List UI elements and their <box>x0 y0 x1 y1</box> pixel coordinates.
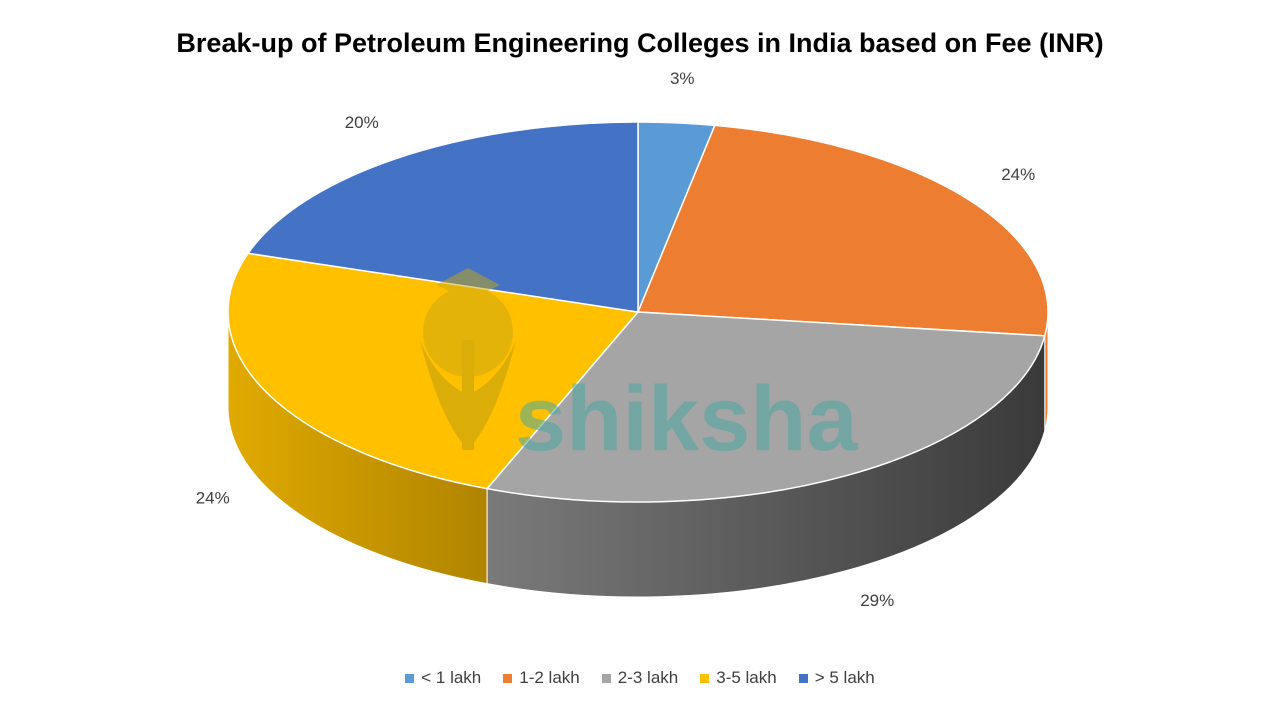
legend-item-3-5-lakh: 3-5 lakh <box>700 668 777 688</box>
watermark-text: shiksha <box>515 368 858 470</box>
legend-swatch <box>700 673 710 683</box>
data-label-3-5-lakh: 24% <box>196 489 230 508</box>
legend-item-1-2-lakh: 1-2 lakh <box>503 668 580 688</box>
legend-label: 1-2 lakh <box>519 668 580 687</box>
legend-swatch <box>798 673 808 683</box>
pie-slice-5-lakh <box>246 121 639 313</box>
legend-label: 3-5 lakh <box>716 668 777 687</box>
legend-label: < 1 lakh <box>421 668 482 687</box>
data-label-1-lakh: 3% <box>670 69 695 88</box>
watermark: shiksha <box>420 268 858 470</box>
graduation-cap-logo-icon <box>420 268 516 450</box>
chart-title: Break-up of Petroleum Engineering Colleg… <box>176 28 1104 58</box>
legend-label: 2-3 lakh <box>617 668 679 687</box>
legend-item-5-lakh: > 5 lakh <box>798 668 875 688</box>
pie-labels: 3% 24% 29% 24% 20% <box>196 69 1036 610</box>
legend-swatch <box>601 673 611 683</box>
pie-slice-2-3-lakh <box>485 311 1046 503</box>
legend-swatch <box>405 673 415 683</box>
legend-label: > 5 lakh <box>814 668 875 687</box>
data-label-2-3-lakh: 29% <box>860 591 894 610</box>
pie-slice-1-2-lakh <box>636 124 1049 337</box>
legend-item-2-3-lakh: 2-3 lakh <box>601 668 679 688</box>
legend: < 1 lakh 1-2 lakh 2-3 lakh 3-5 lakh > 5 lakh <box>0 668 1280 688</box>
legend-swatch <box>503 673 513 683</box>
legend-item-1-lakh: < 1 lakh <box>405 668 481 688</box>
data-label-1-2-lakh: 24% <box>1001 165 1035 184</box>
data-label-5-lakh: 20% <box>345 113 379 132</box>
